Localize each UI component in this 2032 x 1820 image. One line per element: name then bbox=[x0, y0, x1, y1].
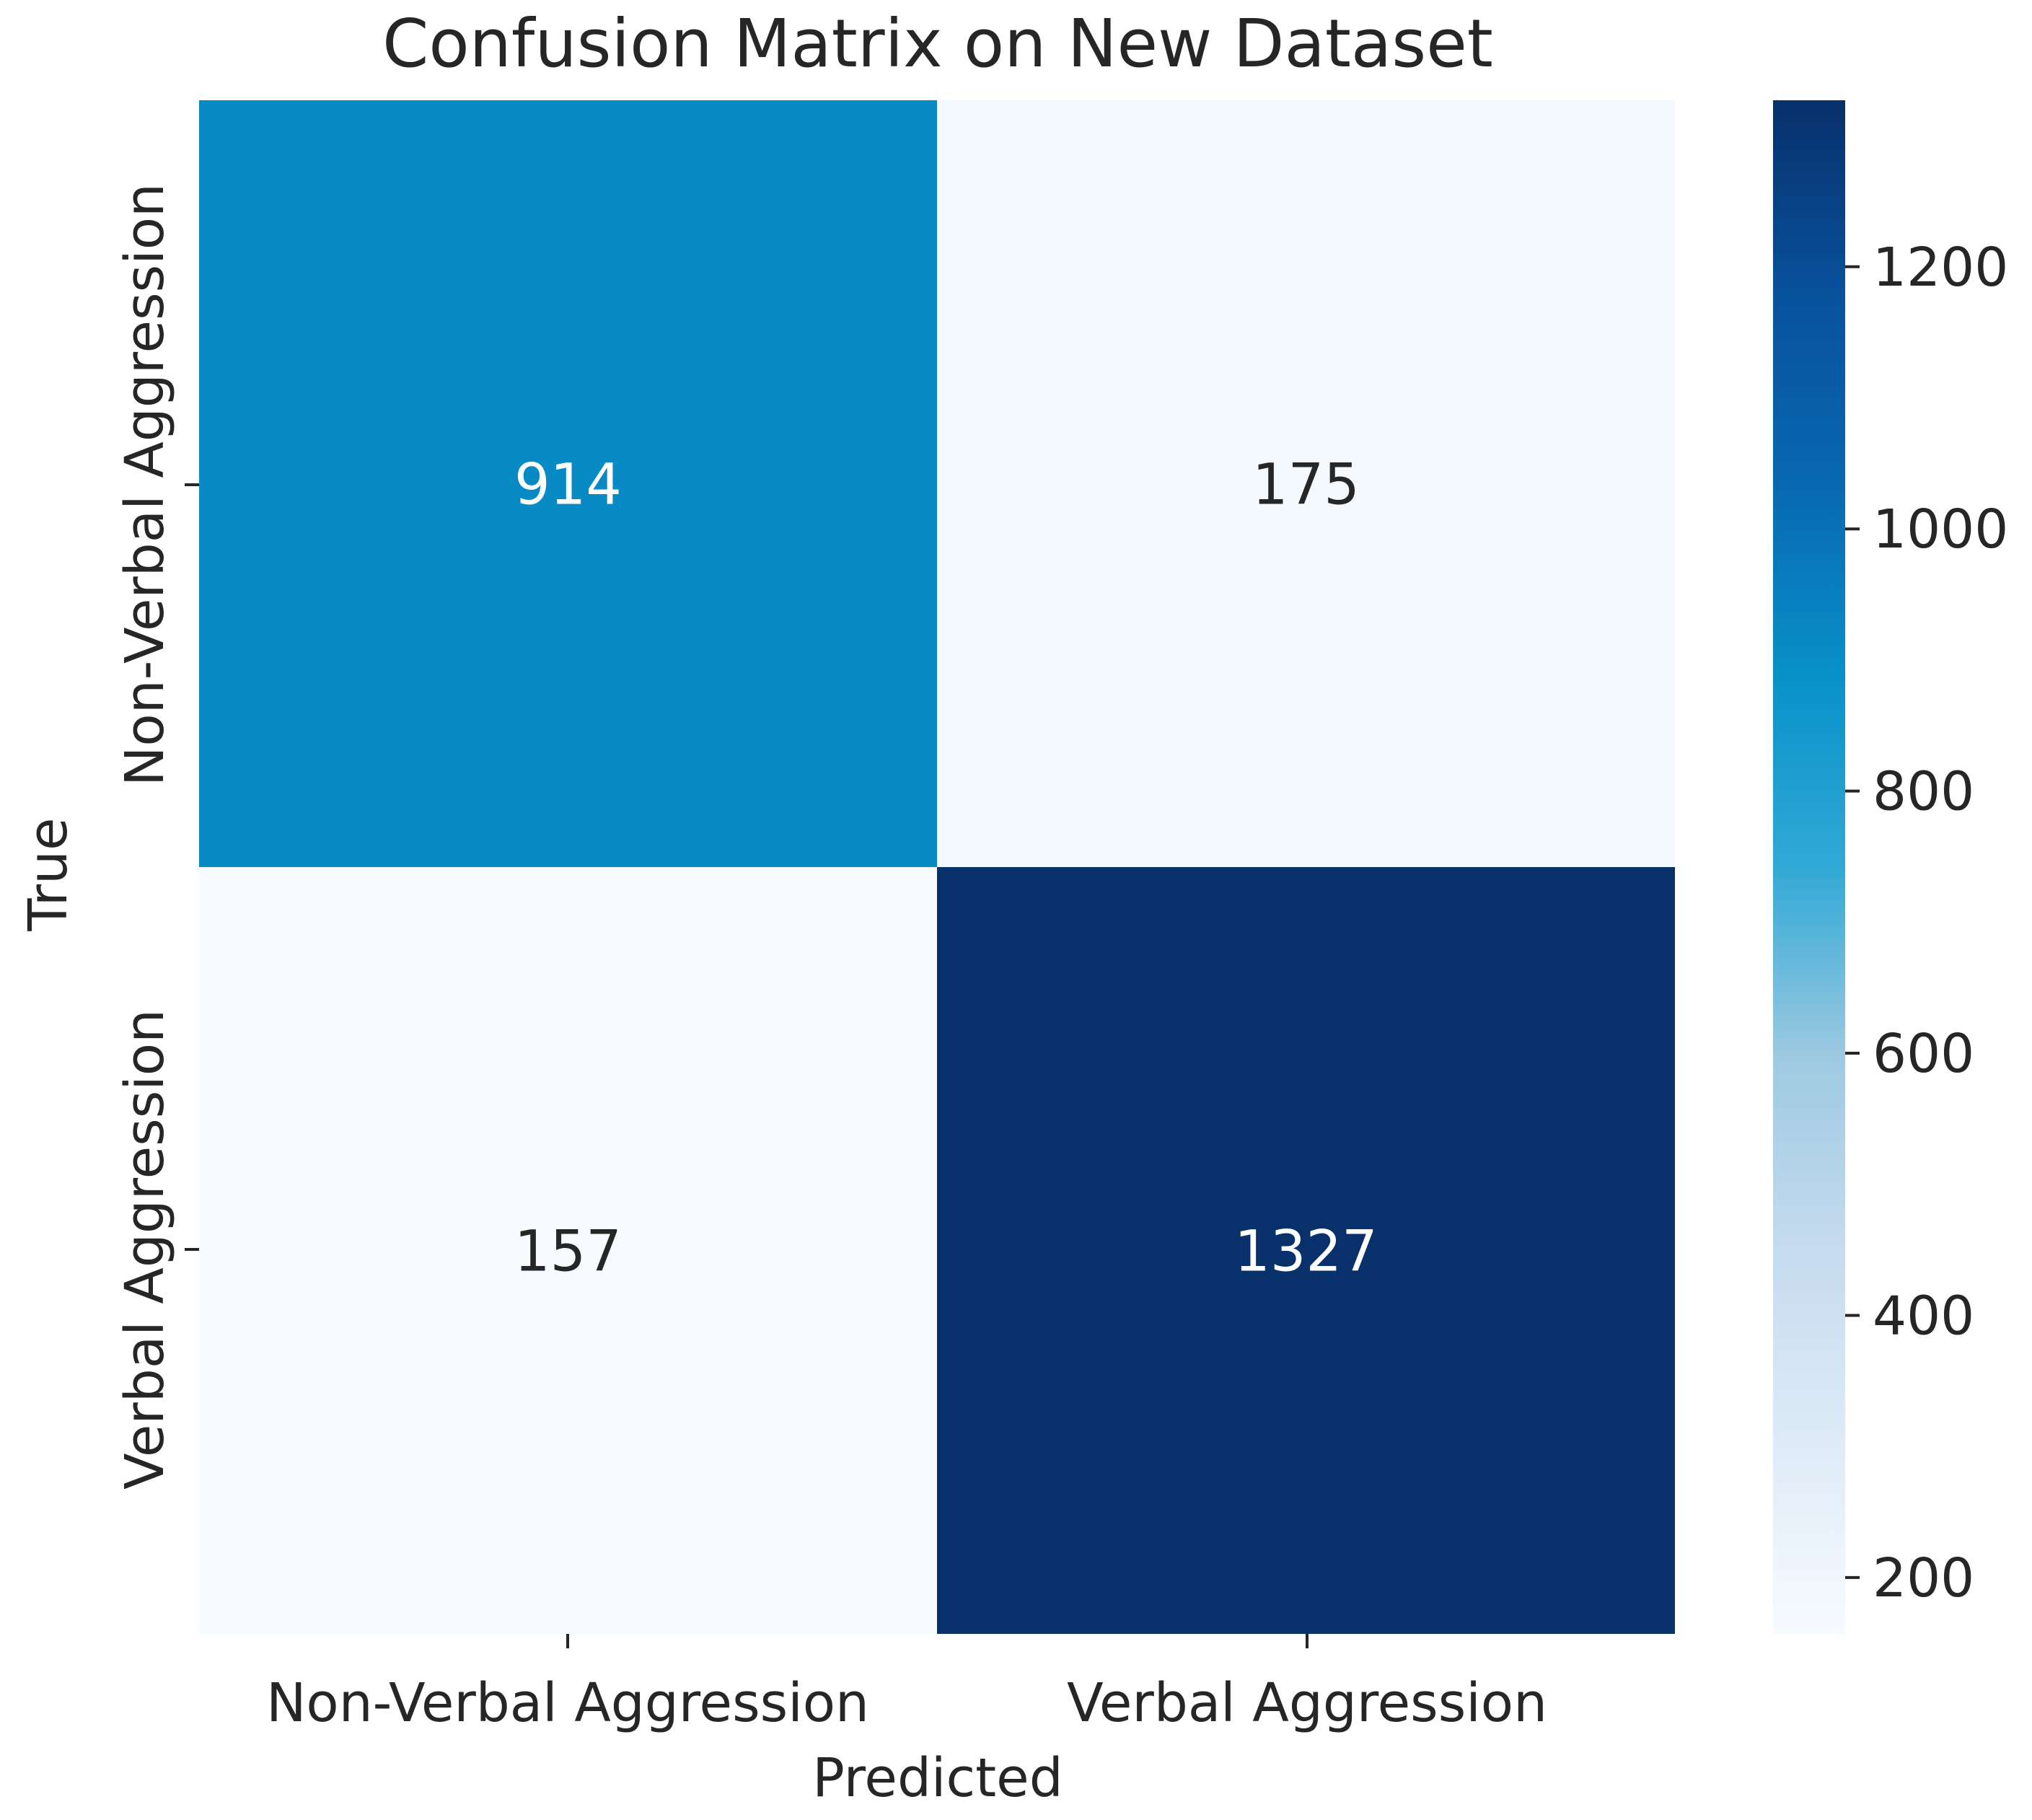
cell-value-fp: 175 bbox=[1252, 453, 1360, 518]
x-tick-label-verbal: Verbal Aggression bbox=[1067, 1672, 1547, 1734]
x-axis-label: Predicted bbox=[812, 1747, 1063, 1809]
colorbar-tick-label: 200 bbox=[1873, 1547, 1974, 1609]
y-axis-label: True bbox=[17, 817, 79, 931]
heatmap-cell-tp bbox=[937, 867, 1675, 1634]
cell-value-fn: 157 bbox=[514, 1220, 622, 1285]
y-tick-label-non-verbal: Non-Verbal Aggression bbox=[114, 183, 176, 786]
colorbar-tick-label: 1000 bbox=[1873, 498, 2008, 560]
cell-value-tn: 914 bbox=[514, 453, 622, 518]
colorbar-tick-label: 600 bbox=[1873, 1023, 1974, 1085]
chart-title: Confusion Matrix on New Dataset bbox=[382, 5, 1493, 82]
x-tick-label-non-verbal: Non-Verbal Aggression bbox=[266, 1672, 869, 1734]
colorbar bbox=[1773, 100, 1845, 1634]
heatmap-cell-tn bbox=[199, 100, 937, 867]
heatmap-cell-fn bbox=[199, 867, 937, 1634]
colorbar-tick-label: 1200 bbox=[1873, 237, 2008, 299]
colorbar-tick-label: 800 bbox=[1873, 761, 1974, 823]
cell-value-tp: 1327 bbox=[1234, 1220, 1378, 1285]
colorbar-tick-label: 400 bbox=[1873, 1285, 1974, 1347]
y-tick-label-verbal: Verbal Aggression bbox=[114, 1009, 176, 1490]
colorbar-ticks: 200 400 600 800 1000 1200 bbox=[1845, 237, 2008, 1609]
x-axis-ticks: Non-Verbal Aggression Verbal Aggression bbox=[266, 1634, 1547, 1734]
y-axis-ticks: Non-Verbal Aggression Verbal Aggression bbox=[114, 183, 199, 1490]
heatmap-cell-fp bbox=[937, 100, 1675, 867]
heatmap-cells: 914 175 157 1327 bbox=[199, 100, 1675, 1634]
